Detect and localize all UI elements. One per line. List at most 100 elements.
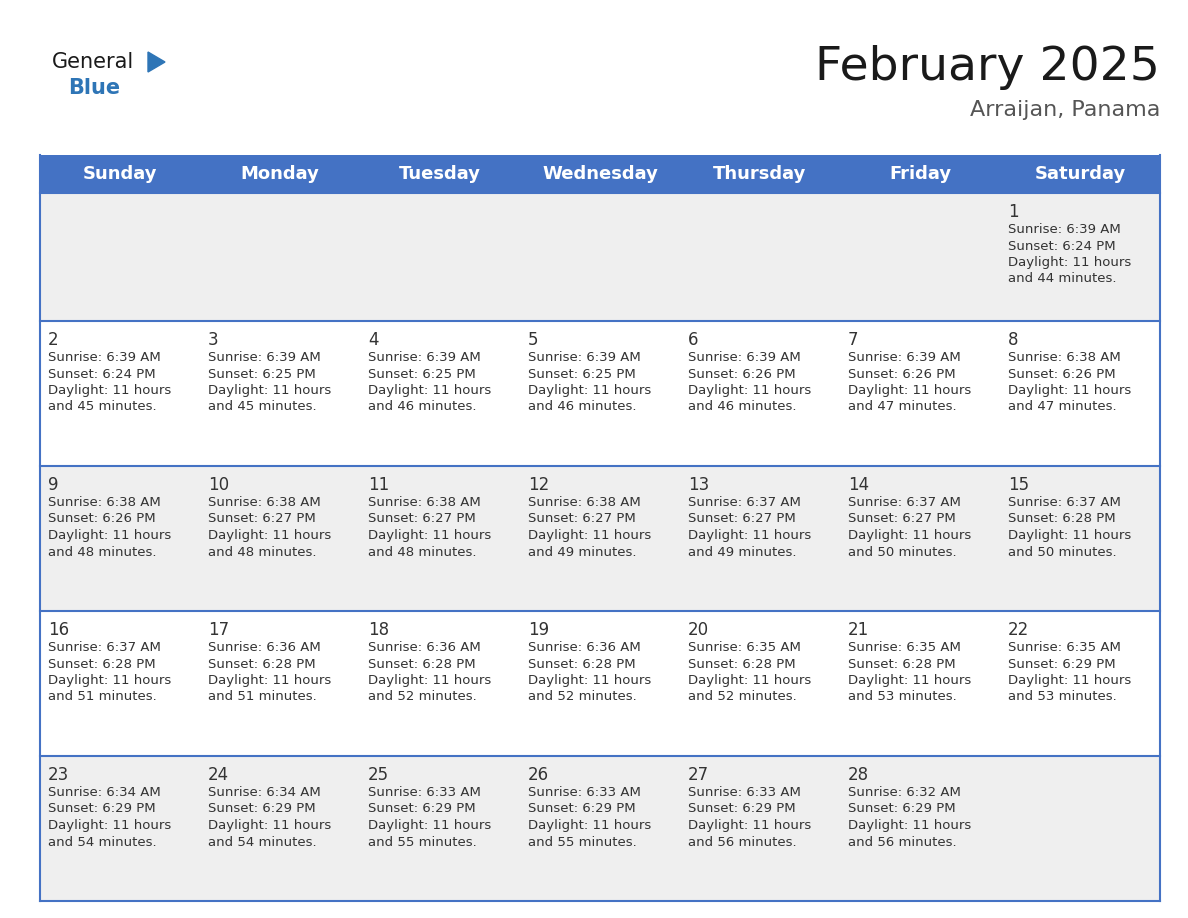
Text: Saturday: Saturday <box>1035 165 1125 183</box>
Text: Sunrise: 6:39 AM: Sunrise: 6:39 AM <box>208 351 321 364</box>
Text: Daylight: 11 hours: Daylight: 11 hours <box>208 674 331 687</box>
Text: Sunrise: 6:38 AM: Sunrise: 6:38 AM <box>48 496 160 509</box>
Text: Sunrise: 6:37 AM: Sunrise: 6:37 AM <box>1007 496 1120 509</box>
Text: and 56 minutes.: and 56 minutes. <box>848 835 956 848</box>
Text: 13: 13 <box>688 476 709 494</box>
Text: Sunset: 6:27 PM: Sunset: 6:27 PM <box>848 512 956 525</box>
Text: Sunrise: 6:33 AM: Sunrise: 6:33 AM <box>527 786 640 799</box>
Text: and 45 minutes.: and 45 minutes. <box>48 400 157 413</box>
Text: and 47 minutes.: and 47 minutes. <box>1007 400 1117 413</box>
Text: Monday: Monday <box>240 165 320 183</box>
Text: Sunrise: 6:37 AM: Sunrise: 6:37 AM <box>848 496 961 509</box>
Text: and 48 minutes.: and 48 minutes. <box>368 545 476 558</box>
Text: Daylight: 11 hours: Daylight: 11 hours <box>208 819 331 832</box>
Text: Daylight: 11 hours: Daylight: 11 hours <box>368 819 492 832</box>
Text: and 55 minutes.: and 55 minutes. <box>368 835 476 848</box>
Text: Daylight: 11 hours: Daylight: 11 hours <box>848 384 972 397</box>
Text: 11: 11 <box>368 476 390 494</box>
Text: 28: 28 <box>848 766 870 784</box>
Bar <box>840 155 1000 193</box>
Text: Sunset: 6:28 PM: Sunset: 6:28 PM <box>848 657 955 670</box>
Text: Daylight: 11 hours: Daylight: 11 hours <box>1007 674 1131 687</box>
Polygon shape <box>148 52 165 72</box>
Text: 12: 12 <box>527 476 549 494</box>
Text: Sunrise: 6:39 AM: Sunrise: 6:39 AM <box>368 351 481 364</box>
Text: Sunset: 6:29 PM: Sunset: 6:29 PM <box>48 802 156 815</box>
Text: and 52 minutes.: and 52 minutes. <box>527 690 637 703</box>
Text: Sunset: 6:25 PM: Sunset: 6:25 PM <box>527 367 636 380</box>
Text: 1: 1 <box>1007 203 1018 221</box>
Text: Sunset: 6:26 PM: Sunset: 6:26 PM <box>688 367 796 380</box>
Text: Daylight: 11 hours: Daylight: 11 hours <box>48 674 171 687</box>
Text: and 51 minutes.: and 51 minutes. <box>48 690 157 703</box>
Text: Daylight: 11 hours: Daylight: 11 hours <box>368 674 492 687</box>
Text: Sunset: 6:29 PM: Sunset: 6:29 PM <box>848 802 955 815</box>
Text: and 47 minutes.: and 47 minutes. <box>848 400 956 413</box>
Bar <box>200 155 360 193</box>
Text: 22: 22 <box>1007 621 1029 639</box>
Text: Sunset: 6:27 PM: Sunset: 6:27 PM <box>688 512 796 525</box>
Bar <box>40 155 200 193</box>
Text: Sunset: 6:29 PM: Sunset: 6:29 PM <box>208 802 316 815</box>
Text: 7: 7 <box>848 331 859 349</box>
Text: February 2025: February 2025 <box>815 46 1159 91</box>
Text: Sunrise: 6:35 AM: Sunrise: 6:35 AM <box>848 641 961 654</box>
Text: and 50 minutes.: and 50 minutes. <box>848 545 956 558</box>
Text: 20: 20 <box>688 621 709 639</box>
Text: Sunrise: 6:39 AM: Sunrise: 6:39 AM <box>1007 223 1120 236</box>
Text: and 46 minutes.: and 46 minutes. <box>688 400 796 413</box>
Text: 15: 15 <box>1007 476 1029 494</box>
Text: Sunset: 6:29 PM: Sunset: 6:29 PM <box>368 802 475 815</box>
Text: Daylight: 11 hours: Daylight: 11 hours <box>1007 256 1131 269</box>
Text: Daylight: 11 hours: Daylight: 11 hours <box>48 819 171 832</box>
Text: Sunset: 6:28 PM: Sunset: 6:28 PM <box>368 657 475 670</box>
Text: 25: 25 <box>368 766 390 784</box>
Text: Sunset: 6:28 PM: Sunset: 6:28 PM <box>1007 512 1116 525</box>
Bar <box>40 466 1159 611</box>
Text: 6: 6 <box>688 331 699 349</box>
Text: Sunrise: 6:36 AM: Sunrise: 6:36 AM <box>208 641 321 654</box>
Text: Sunset: 6:26 PM: Sunset: 6:26 PM <box>1007 367 1116 380</box>
Text: Daylight: 11 hours: Daylight: 11 hours <box>688 384 811 397</box>
Bar <box>40 756 1159 901</box>
Text: Daylight: 11 hours: Daylight: 11 hours <box>368 384 492 397</box>
Text: Daylight: 11 hours: Daylight: 11 hours <box>688 529 811 542</box>
Text: Blue: Blue <box>68 78 120 98</box>
Text: 18: 18 <box>368 621 390 639</box>
Text: Sunset: 6:28 PM: Sunset: 6:28 PM <box>527 657 636 670</box>
Text: Sunset: 6:28 PM: Sunset: 6:28 PM <box>208 657 316 670</box>
Text: Sunset: 6:29 PM: Sunset: 6:29 PM <box>1007 657 1116 670</box>
Text: Daylight: 11 hours: Daylight: 11 hours <box>1007 384 1131 397</box>
Text: Tuesday: Tuesday <box>399 165 481 183</box>
Text: Sunrise: 6:33 AM: Sunrise: 6:33 AM <box>368 786 481 799</box>
Text: Sunset: 6:27 PM: Sunset: 6:27 PM <box>527 512 636 525</box>
Text: and 46 minutes.: and 46 minutes. <box>527 400 637 413</box>
Text: Daylight: 11 hours: Daylight: 11 hours <box>208 384 331 397</box>
Text: and 56 minutes.: and 56 minutes. <box>688 835 797 848</box>
Text: Sunrise: 6:35 AM: Sunrise: 6:35 AM <box>688 641 801 654</box>
Bar <box>680 155 840 193</box>
Text: Sunset: 6:25 PM: Sunset: 6:25 PM <box>208 367 316 380</box>
Bar <box>40 193 1159 321</box>
Text: Sunset: 6:28 PM: Sunset: 6:28 PM <box>48 657 156 670</box>
Text: 5: 5 <box>527 331 538 349</box>
Text: Sunset: 6:24 PM: Sunset: 6:24 PM <box>48 367 156 380</box>
Text: 9: 9 <box>48 476 58 494</box>
Text: and 45 minutes.: and 45 minutes. <box>208 400 317 413</box>
Text: Daylight: 11 hours: Daylight: 11 hours <box>848 674 972 687</box>
Text: 14: 14 <box>848 476 870 494</box>
Text: Daylight: 11 hours: Daylight: 11 hours <box>527 384 651 397</box>
Text: Sunrise: 6:38 AM: Sunrise: 6:38 AM <box>368 496 481 509</box>
Text: Sunrise: 6:38 AM: Sunrise: 6:38 AM <box>1007 351 1120 364</box>
Text: Sunset: 6:29 PM: Sunset: 6:29 PM <box>688 802 796 815</box>
Text: 23: 23 <box>48 766 69 784</box>
Text: Daylight: 11 hours: Daylight: 11 hours <box>527 819 651 832</box>
Text: 10: 10 <box>208 476 229 494</box>
Text: General: General <box>52 52 134 72</box>
Text: 21: 21 <box>848 621 870 639</box>
Text: Daylight: 11 hours: Daylight: 11 hours <box>848 529 972 542</box>
Text: Sunrise: 6:37 AM: Sunrise: 6:37 AM <box>48 641 160 654</box>
Text: 17: 17 <box>208 621 229 639</box>
Bar <box>40 611 1159 756</box>
Text: and 52 minutes.: and 52 minutes. <box>688 690 797 703</box>
